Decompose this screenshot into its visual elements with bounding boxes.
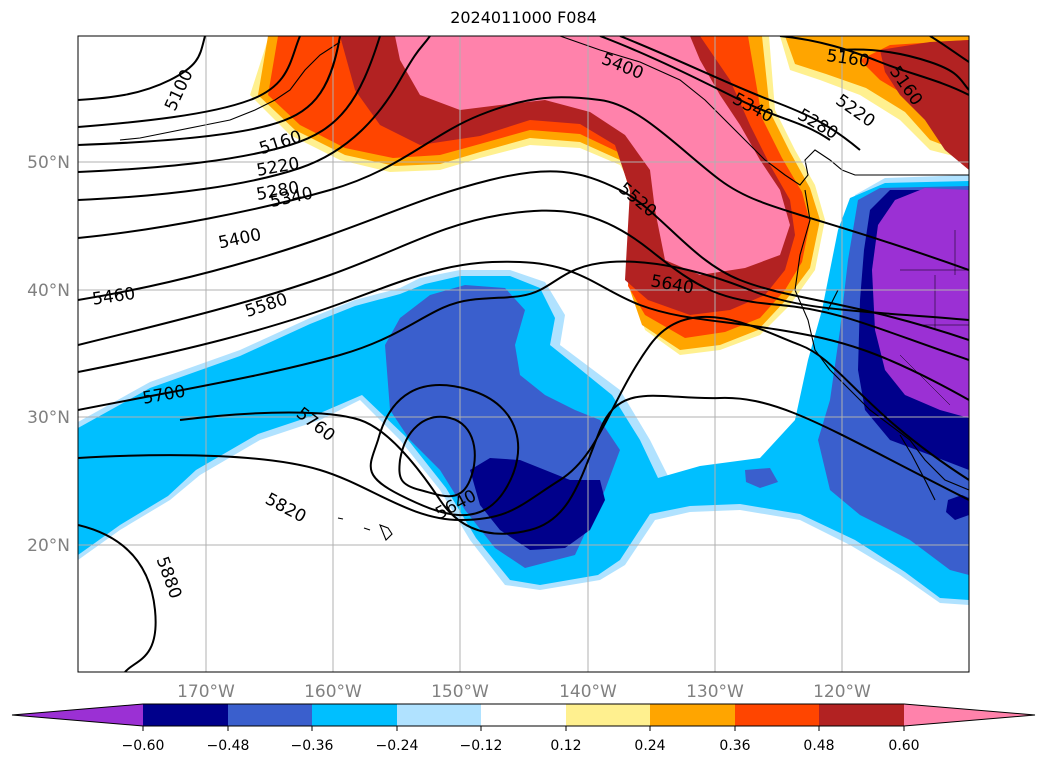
colorbar-tick: 0.12 (550, 738, 581, 754)
lon-label: 160°W (304, 682, 362, 702)
colorbar-segment (397, 704, 481, 726)
lat-label: 30°N (27, 408, 70, 428)
height-contours (78, 36, 969, 672)
lon-label: 120°W (813, 682, 871, 702)
colorbar-tick: 0.24 (634, 738, 665, 754)
colorbar-segment (819, 704, 904, 726)
colorbar-tick: −0.48 (207, 738, 250, 754)
coastline (119, 36, 969, 541)
map-title: 2024011000 F084 (450, 8, 597, 27)
colorbar-segment (481, 704, 566, 726)
lat-label: 20°N (27, 536, 70, 556)
lat-label: 50°N (27, 153, 70, 173)
colorbar-tick: −0.12 (460, 738, 503, 754)
colorbar-segment (566, 704, 650, 726)
longitude-labels: 170°W 160°W 150°W 140°W 130°W 120°W (177, 682, 871, 702)
lon-label: 170°W (177, 682, 235, 702)
colorbar-tick: 0.36 (719, 738, 750, 754)
royal-blue-patch (745, 468, 778, 488)
grid (78, 36, 969, 672)
lon-label: 150°W (431, 682, 489, 702)
colorbar: −0.60 −0.48 −0.36 −0.24 −0.12 0.12 0.24 … (11, 703, 1036, 754)
colorbar-extend-max (904, 704, 1035, 726)
map-frame (77, 35, 970, 673)
colorbar-tick: 0.48 (803, 738, 834, 754)
colorbar-tick-labels: −0.60 −0.48 −0.36 −0.24 −0.12 0.12 0.24 … (122, 738, 920, 754)
map-area: 5100 5160 5220 5280 5340 5400 5460 5580 … (78, 36, 969, 672)
navy-patch (946, 495, 969, 520)
colorbar-segment (143, 704, 228, 726)
lon-label: 140°W (559, 682, 617, 702)
colorbar-tick: 0.60 (888, 738, 919, 754)
lat-label: 40°N (27, 281, 70, 301)
pink-region (395, 36, 790, 275)
colorbar-segment (735, 704, 819, 726)
navy-region (470, 458, 605, 550)
state-borders (860, 174, 969, 406)
colorbar-segment (650, 704, 735, 726)
colorbar-tick: −0.36 (291, 738, 334, 754)
lon-label: 130°W (686, 682, 744, 702)
colorbar-segment (312, 704, 397, 726)
colorbar-extend-min (12, 704, 143, 726)
colorbar-tick: −0.24 (376, 738, 419, 754)
colorbar-segment (228, 704, 312, 726)
latitude-labels: 50°N 40°N 30°N 20°N (27, 153, 70, 556)
colorbar-tick: −0.60 (122, 738, 165, 754)
firebrick-northeast (880, 40, 969, 170)
